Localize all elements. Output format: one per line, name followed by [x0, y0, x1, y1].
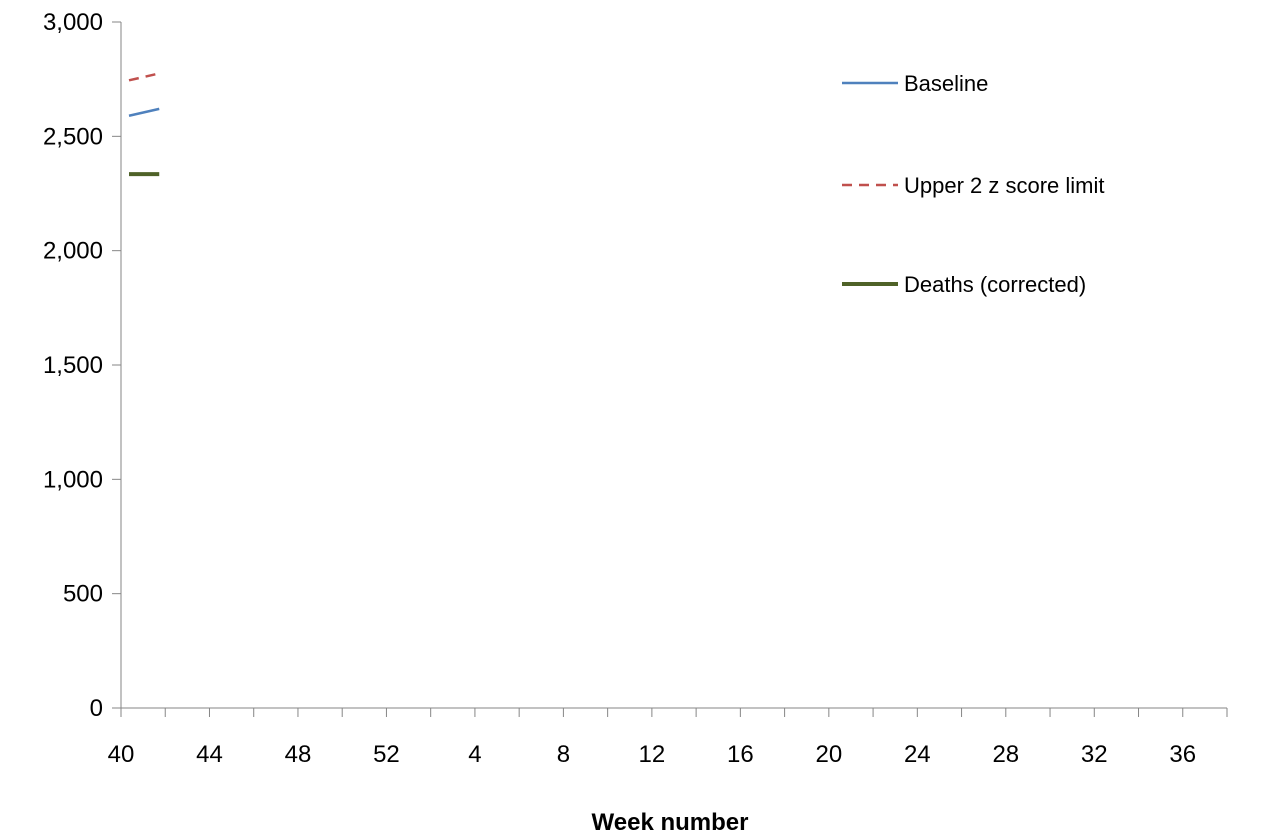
- x-tick-label: 28: [992, 741, 1019, 768]
- plot-area: [129, 73, 159, 174]
- y-axis: 0 500 1,000 1,500 2,000 2,500 3,000: [43, 9, 121, 722]
- x-tick-label: 36: [1169, 741, 1196, 768]
- x-tick-label: 32: [1081, 741, 1108, 768]
- legend-label: Deaths (corrected): [904, 272, 1086, 297]
- legend-label: Baseline: [904, 71, 988, 96]
- series-line-1: [129, 109, 159, 116]
- y-tick-label: 1,500: [43, 352, 103, 379]
- x-tick-label: 48: [285, 741, 312, 768]
- y-tick-label: 0: [90, 695, 103, 722]
- y-tick-label: 1,000: [43, 466, 103, 493]
- legend-label: Upper 2 z score limit: [904, 173, 1105, 198]
- x-tick-label: 16: [727, 741, 754, 768]
- x-tick-label: 52: [373, 741, 400, 768]
- x-tick-label: 4: [468, 741, 481, 768]
- x-tick-label: 44: [196, 741, 223, 768]
- legend: Baseline Upper 2 z score limit Deaths (cor…: [842, 71, 1105, 297]
- y-tick-label: 2,500: [43, 123, 103, 150]
- series-line-2: [129, 73, 159, 80]
- x-tick-label: 40: [108, 741, 135, 768]
- x-tick-label: 24: [904, 741, 931, 768]
- x-axis: 40 44 48 52 4 8 12 16 20 24 28 32 36: [108, 708, 1227, 768]
- x-tick-label: 8: [557, 741, 570, 768]
- y-tick-label: 500: [63, 581, 103, 608]
- x-axis-title: Week number: [592, 809, 749, 833]
- y-tick-label: 2,000: [43, 238, 103, 265]
- x-tick-label: 20: [815, 741, 842, 768]
- y-tick-label: 3,000: [43, 9, 103, 36]
- x-tick-label: 12: [639, 741, 666, 768]
